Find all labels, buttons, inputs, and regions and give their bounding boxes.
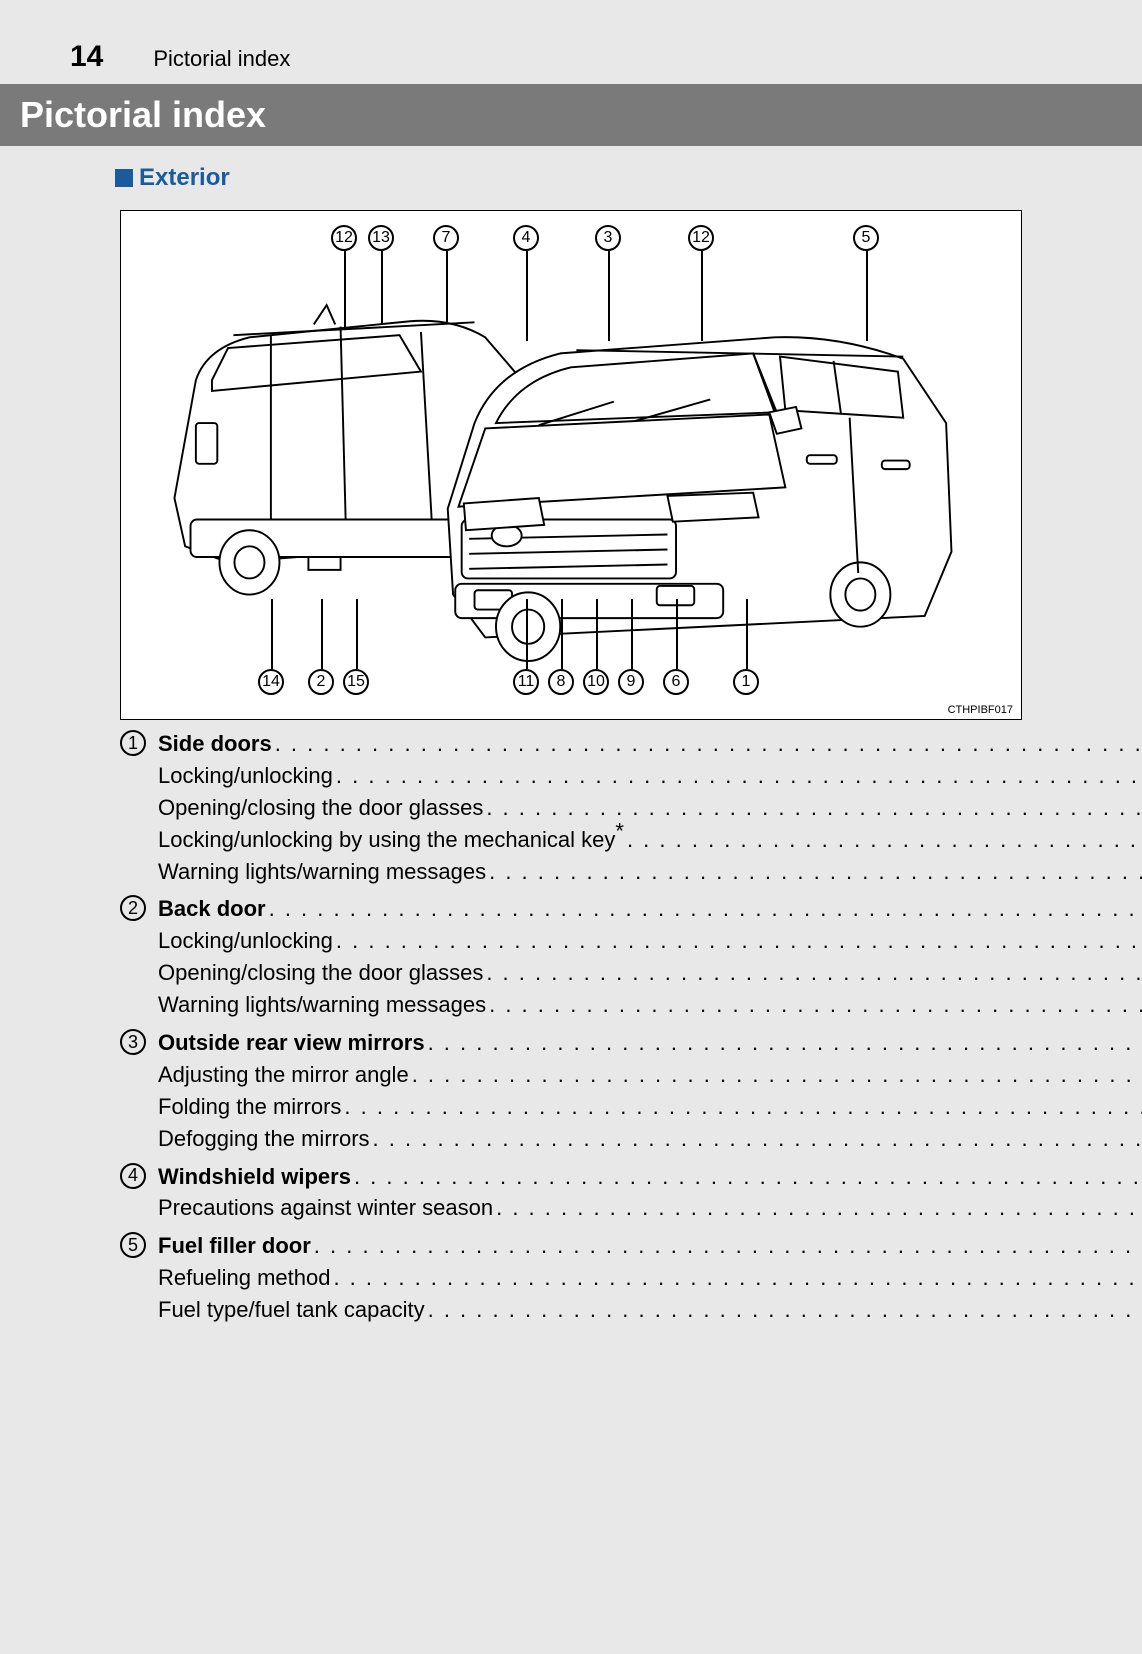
entry-sub-label: Locking/unlocking by using the mechanica… (158, 824, 624, 856)
callout-8: 8 (548, 669, 574, 695)
callout-4: 4 (513, 225, 539, 251)
leader-line (596, 599, 598, 669)
subsection-title: Exterior (139, 164, 230, 192)
leader-dots (272, 728, 1142, 760)
entry-sub-label: Opening/closing the door glasses (158, 792, 483, 824)
leader-dots (486, 856, 1142, 888)
entry-number-circle: 5 (120, 1232, 146, 1258)
page-number: 14 (70, 40, 103, 74)
index-entry: 4Windshield wipersP. 216Precautions agai… (120, 1161, 1022, 1225)
subsection-heading: Exterior (115, 164, 1072, 192)
entry-number-circle: 3 (120, 1029, 146, 1055)
leader-dots (409, 1059, 1142, 1091)
callout-1: 1 (733, 669, 759, 695)
leader-dots (311, 1230, 1142, 1262)
entry-title: Back door (158, 893, 266, 925)
entry-number-circle: 4 (120, 1163, 146, 1189)
callout-9: 9 (618, 669, 644, 695)
leader-line (676, 599, 678, 669)
entry-number-circle: 1 (120, 730, 146, 756)
entry-title: Fuel filler door (158, 1230, 311, 1262)
leader-dots (341, 1091, 1142, 1123)
diagram-area: 1213743125 (133, 223, 1009, 707)
leader-dots (483, 957, 1142, 989)
entry-sub-label: Refueling method (158, 1262, 330, 1294)
leader-dots (425, 1294, 1142, 1326)
callout-11: 11 (513, 669, 539, 695)
diagram-image-id: CTHPIBF017 (948, 704, 1013, 716)
callout-13: 13 (368, 225, 394, 251)
entry-sub-label: Locking/unlocking (158, 760, 333, 792)
leader-dots (624, 824, 1142, 856)
leader-line (526, 599, 528, 669)
vehicle-illustration (153, 273, 989, 680)
leader-dots (330, 1262, 1142, 1294)
callout-10: 10 (583, 669, 609, 695)
callout-6: 6 (663, 669, 689, 695)
callout-7: 7 (433, 225, 459, 251)
entry-sub-label: Warning lights/warning messages (158, 989, 486, 1021)
section-name: Pictorial index (153, 46, 290, 72)
callout-5: 5 (853, 225, 879, 251)
entry-sub-label: Precautions against winter season (158, 1192, 493, 1224)
leader-dots (333, 760, 1142, 792)
leader-line (631, 599, 633, 669)
index-entry: 1Side doorsP. 97Locking/unlockingP. 97Op… (120, 728, 1022, 887)
diagram-container: 1213743125 (120, 210, 1022, 720)
entry-sub-label: Warning lights/warning messages (158, 856, 486, 888)
callout-2: 2 (308, 669, 334, 695)
leader-line (746, 599, 748, 669)
leader-dots (351, 1161, 1142, 1193)
leader-dots (370, 1123, 1142, 1155)
entry-number-circle: 2 (120, 895, 146, 921)
callout-15: 15 (343, 669, 369, 695)
entry-title: Side doors (158, 728, 272, 760)
entry-sub-label: Opening/closing the door glasses (158, 957, 483, 989)
title-bar: Pictorial index (0, 84, 1142, 146)
page-container: 14 Pictorial index Pictorial index Exter… (0, 0, 1142, 1654)
header-row: 14 Pictorial index (70, 40, 1072, 74)
leader-dots (425, 1027, 1142, 1059)
leader-line (271, 599, 273, 669)
entry-sub-label: Locking/unlocking (158, 925, 333, 957)
leader-line (321, 599, 323, 669)
callout-12: 12 (688, 225, 714, 251)
index-list: 1Side doorsP. 97Locking/unlockingP. 97Op… (120, 728, 1022, 1326)
leader-dots (266, 893, 1142, 925)
callout-3: 3 (595, 225, 621, 251)
entry-sub-label: Defogging the mirrors (158, 1123, 370, 1155)
leader-dots (333, 925, 1142, 957)
leader-dots (486, 989, 1142, 1021)
entry-sub-label: Adjusting the mirror angle (158, 1059, 409, 1091)
index-entry: 5Fuel filler doorP. 222Refueling methodP… (120, 1230, 1022, 1326)
entry-title: Windshield wipers (158, 1161, 351, 1193)
entry-title: Outside rear view mirrors (158, 1027, 425, 1059)
square-bullet-icon (115, 169, 133, 187)
asterisk-icon: * (615, 818, 624, 843)
entry-sub-label: Fuel type/fuel tank capacity (158, 1294, 425, 1326)
index-entry: 3Outside rear view mirrorsP. 144Adjustin… (120, 1027, 1022, 1155)
index-entry: 2Back doorP. 115Locking/unlockingP. 115O… (120, 893, 1022, 1021)
leader-line (561, 599, 563, 669)
callout-12: 12 (331, 225, 357, 251)
leader-dots (483, 792, 1142, 824)
callout-14: 14 (258, 669, 284, 695)
leader-line (356, 599, 358, 669)
leader-dots (493, 1192, 1142, 1224)
entry-sub-label: Folding the mirrors (158, 1091, 341, 1123)
